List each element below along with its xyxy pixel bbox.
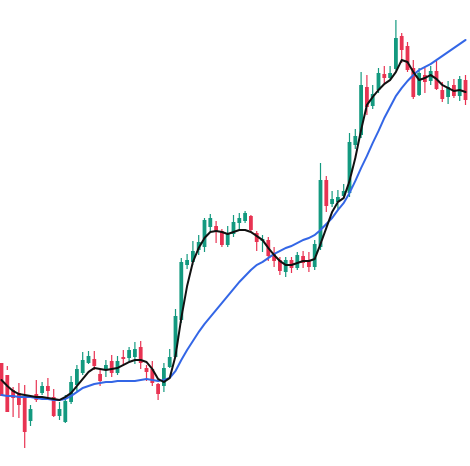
candle-body-up <box>359 85 363 135</box>
candle-body-up <box>40 386 44 393</box>
candle-body-down <box>220 231 224 245</box>
candle-body-up <box>57 409 62 416</box>
candle-body-up <box>370 94 375 106</box>
candle-body-up <box>162 368 166 386</box>
candle-body-down <box>463 80 468 100</box>
candle-body-up <box>295 255 300 268</box>
candle-body-down <box>22 396 27 432</box>
candle-body-down <box>138 347 143 363</box>
candle-body-up <box>202 220 207 247</box>
candle-body-up <box>312 244 317 267</box>
candle-body-up <box>330 199 334 204</box>
candle-body-up <box>225 234 230 245</box>
candle-body-down <box>51 397 56 416</box>
candle-body-up <box>173 316 178 357</box>
candle-body-down <box>46 386 50 391</box>
candle-body-up <box>167 357 172 367</box>
candle-body-down <box>144 368 149 372</box>
candle-body-up <box>28 409 33 421</box>
candles-group <box>0 20 468 448</box>
candle-body-down <box>109 361 114 373</box>
candle-body-down <box>150 369 155 383</box>
candle-body-up <box>63 401 68 422</box>
candle-body-down <box>301 256 305 263</box>
candle-body-down <box>405 46 410 70</box>
candle-body-down <box>92 359 97 366</box>
candle-body-down <box>98 374 102 381</box>
candle-body-up <box>80 360 85 373</box>
candle-body-down <box>121 357 126 359</box>
candle-body-down <box>11 390 15 398</box>
candle-body-down <box>254 233 259 242</box>
candle-body-down <box>156 384 160 394</box>
candle-body-up <box>388 73 392 78</box>
candle-body-down <box>399 36 404 50</box>
candle-body-up <box>179 262 184 320</box>
candle-body-up <box>208 218 213 227</box>
candle-body-up <box>196 242 201 250</box>
candle-body-down <box>411 68 416 97</box>
candle-body-up <box>191 251 195 262</box>
candle-body-up <box>353 136 358 145</box>
candle-body-up <box>347 142 352 193</box>
moving-average-long-line <box>0 39 467 401</box>
candle-body-down <box>278 260 282 271</box>
candle-body-down <box>272 253 276 261</box>
candle-body-up <box>336 197 340 202</box>
candle-body-down <box>214 226 218 232</box>
candle-body-up <box>86 356 91 363</box>
candle-body-up <box>341 191 346 196</box>
candle-body-up <box>231 222 236 234</box>
candle-body-up <box>446 87 450 97</box>
candle-body-up <box>283 260 288 272</box>
candle-body-down <box>324 180 329 206</box>
candle-body-up <box>133 349 137 357</box>
candle-body-up <box>237 218 242 223</box>
candle-body-up <box>318 180 323 247</box>
candle-body-down <box>307 260 311 267</box>
candle-body-up <box>376 73 381 90</box>
candle-body-up <box>104 365 108 369</box>
candle-body-down <box>440 90 445 99</box>
candle-body-up <box>75 369 79 385</box>
candle-body-up <box>185 260 189 265</box>
candle-body-down <box>5 375 10 412</box>
candle-body-down <box>382 74 387 78</box>
candle-body-down <box>249 216 253 230</box>
moving-average-short-line <box>0 59 467 401</box>
candle-body-up <box>417 73 421 95</box>
candle-body-up <box>457 79 462 96</box>
candle-body-down <box>17 393 21 405</box>
candle-body-up <box>394 38 398 69</box>
candle-body-down <box>365 87 369 107</box>
candle-body-up <box>127 350 131 358</box>
candle-body-up <box>243 213 247 221</box>
